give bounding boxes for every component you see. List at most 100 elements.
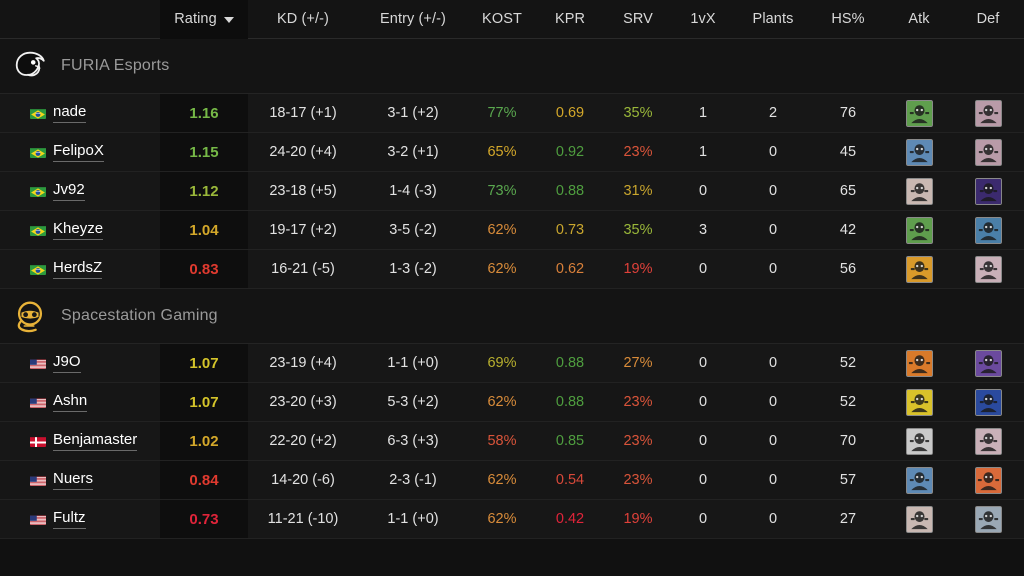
team-header-row[interactable]: FURIA Esports: [0, 39, 1024, 94]
defense-operator-cell: [954, 94, 1022, 132]
column-header-label: Rating: [174, 11, 217, 27]
entry-value: 1-1 (+0): [387, 355, 439, 371]
player-cell[interactable]: Ashn: [0, 383, 160, 421]
astronaut-helmet-logo-icon: [10, 296, 50, 336]
attack-operator-cell: [884, 344, 954, 382]
column-header-kpr[interactable]: KPR: [536, 11, 604, 27]
kd-value: 18-17 (+1): [269, 105, 337, 121]
player-name-link[interactable]: Jv92: [53, 181, 85, 201]
onevx-value: 3: [698, 222, 708, 238]
rating-value: 0.84: [160, 461, 248, 499]
onevx-value: 0: [698, 394, 708, 410]
valkyrie-operator-icon: [974, 255, 1002, 283]
kost-value: 58%: [487, 433, 517, 449]
player-cell[interactable]: HerdsZ: [0, 250, 160, 288]
entry-value: 3-2 (+1): [387, 144, 439, 160]
player-name-link[interactable]: Kheyze: [53, 220, 104, 240]
defense-operator-cell: [954, 383, 1022, 421]
plants-value: 2: [768, 105, 778, 121]
kaid-operator-icon: [974, 349, 1002, 377]
kpr-value: 0.92: [555, 144, 585, 160]
column-header-atk[interactable]: Atk: [884, 11, 954, 27]
player-cell[interactable]: nade: [0, 94, 160, 132]
column-header-rating[interactable]: Rating: [160, 0, 248, 39]
player-row[interactable]: J9O 1.07 23-19 (+4) 1-1 (+0) 69% 0.88 27% 0 0 52: [0, 344, 1024, 383]
srv-value: 23%: [623, 394, 653, 410]
player-row[interactable]: Jv92 1.12 23-18 (+5) 1-4 (-3) 73% 0.88 31% 0 0 65: [0, 172, 1024, 211]
hs-percent-value: 52: [839, 355, 857, 371]
srv-value: 27%: [623, 355, 653, 371]
player-cell[interactable]: Benjamaster: [0, 422, 160, 460]
jager-operator-icon: [974, 388, 1002, 416]
column-header-1vx[interactable]: 1vX: [672, 11, 734, 27]
rating-value: 0.83: [160, 250, 248, 288]
srv-value: 23%: [623, 433, 653, 449]
bottom-spacer: [0, 539, 1024, 576]
kpr-value: 0.42: [555, 511, 585, 527]
player-name-link[interactable]: J9O: [53, 353, 81, 373]
player-cell[interactable]: Kheyze: [0, 211, 160, 249]
player-cell[interactable]: Fultz: [0, 500, 160, 538]
hs-percent-value: 65: [839, 183, 857, 199]
player-name-link[interactable]: Fultz: [53, 509, 86, 529]
team-header-row[interactable]: Spacestation Gaming: [0, 289, 1024, 344]
player-row[interactable]: HerdsZ 0.83 16-21 (-5) 1-3 (-2) 62% 0.62 19% 0 0…: [0, 250, 1024, 289]
brazil-flag-icon: [30, 264, 46, 275]
hs-percent-value: 27: [839, 511, 857, 527]
kd-value: 23-20 (+3): [269, 394, 337, 410]
plants-value: 0: [768, 261, 778, 277]
column-header-plants[interactable]: Plants: [734, 11, 812, 27]
player-name-link[interactable]: FelipoX: [53, 142, 104, 162]
player-row[interactable]: Ashn 1.07 23-20 (+3) 5-3 (+2) 62% 0.88 23% 0 0 52: [0, 383, 1024, 422]
hs-percent-value: 42: [839, 222, 857, 238]
player-row[interactable]: Benjamaster 1.02 22-20 (+2) 6-3 (+3) 58% 0.85…: [0, 422, 1024, 461]
defense-operator-cell: [954, 422, 1022, 460]
player-row[interactable]: Nuers 0.84 14-20 (-6) 2-3 (-1) 62% 0.54 23% 0 0 5…: [0, 461, 1024, 500]
plants-value: 0: [768, 511, 778, 527]
kpr-value: 0.88: [555, 355, 585, 371]
player-name-link[interactable]: Nuers: [53, 470, 94, 490]
usa-flag-icon: [30, 514, 46, 525]
player-cell[interactable]: FelipoX: [0, 133, 160, 171]
player-row[interactable]: Kheyze 1.04 19-17 (+2) 3-5 (-2) 62% 0.73 35% 3 0…: [0, 211, 1024, 250]
column-header-srv[interactable]: SRV: [604, 11, 672, 27]
srv-value: 19%: [623, 261, 653, 277]
player-name-link[interactable]: Benjamaster: [53, 431, 138, 451]
player-name-link[interactable]: HerdsZ: [53, 259, 103, 279]
hs-percent-value: 76: [839, 105, 857, 121]
kost-value: 62%: [487, 472, 517, 488]
player-cell[interactable]: Nuers: [0, 461, 160, 499]
rating-value: 1.07: [160, 344, 248, 382]
kost-value: 69%: [487, 355, 517, 371]
usa-flag-icon: [30, 358, 46, 369]
kost-value: 73%: [487, 183, 517, 199]
entry-value: 6-3 (+3): [387, 433, 439, 449]
kd-value: 24-20 (+4): [269, 144, 337, 160]
player-row[interactable]: Fultz 0.73 11-21 (-10) 1-1 (+0) 62% 0.42 19% 0 0…: [0, 500, 1024, 539]
column-header-label: KPR: [554, 11, 586, 27]
kost-value: 65%: [487, 144, 517, 160]
player-cell[interactable]: J9O: [0, 344, 160, 382]
column-header-label: Entry (+/-): [380, 11, 446, 27]
player-name-link[interactable]: nade: [53, 103, 87, 123]
onevx-value: 1: [698, 144, 708, 160]
entry-value: 1-1 (+0): [387, 511, 439, 527]
capitao-operator-icon: [905, 99, 933, 127]
player-name-link[interactable]: Ashn: [53, 392, 88, 412]
column-header-kd[interactable]: KD (+/-): [248, 11, 358, 27]
attack-operator-cell: [884, 94, 954, 132]
table-header-row: Rating KD (+/-) Entry (+/-) KOST KPR SRV 1vX Pl…: [0, 0, 1024, 39]
column-header-kost[interactable]: KOST: [468, 11, 536, 27]
hs-percent-value: 57: [839, 472, 857, 488]
castle-operator-icon: [974, 466, 1002, 494]
column-header-def[interactable]: Def: [954, 11, 1022, 27]
player-row[interactable]: FelipoX 1.15 24-20 (+4) 3-2 (+1) 65% 0.92 23% 1…: [0, 133, 1024, 172]
brazil-flag-icon: [30, 108, 46, 119]
iana-operator-icon: [905, 427, 933, 455]
column-header-hs[interactable]: HS%: [812, 11, 884, 27]
player-cell[interactable]: Jv92: [0, 172, 160, 210]
column-header-entry[interactable]: Entry (+/-): [358, 11, 468, 27]
kpr-value: 0.88: [555, 183, 585, 199]
hs-percent-value: 70: [839, 433, 857, 449]
player-row[interactable]: nade 1.16 18-17 (+1) 3-1 (+2) 77% 0.69 35% 1 2 76: [0, 94, 1024, 133]
